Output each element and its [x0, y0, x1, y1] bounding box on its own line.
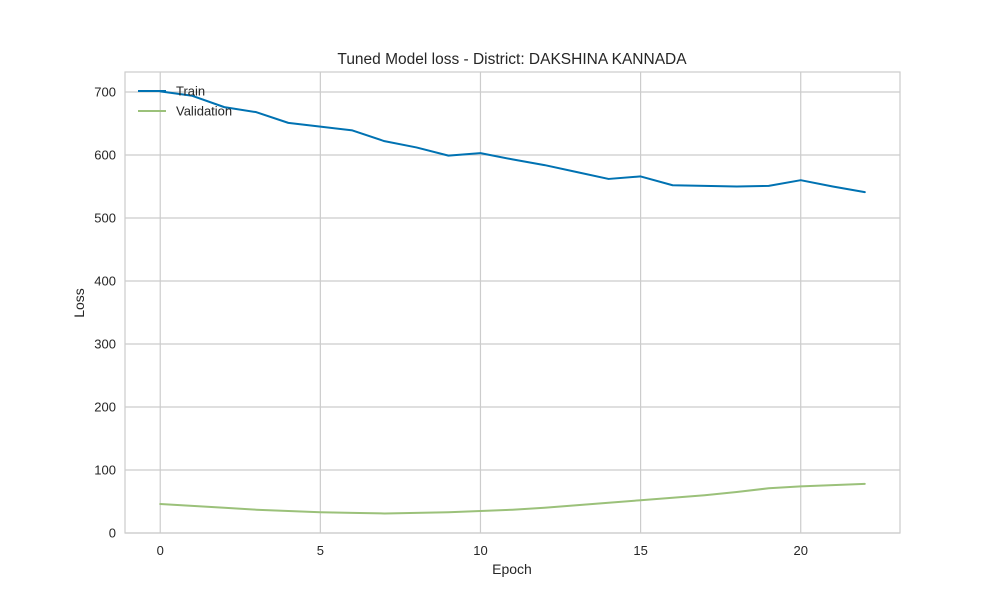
y-tick-label: 600 — [94, 148, 116, 163]
y-tick-label: 0 — [109, 526, 116, 541]
plot-frame — [124, 71, 901, 534]
series-layer — [159, 90, 866, 515]
x-axis-label: Epoch — [492, 561, 532, 577]
legend: Train Validation — [138, 84, 232, 119]
x-tick-label: 5 — [317, 543, 324, 558]
y-tick-label: 400 — [94, 274, 116, 289]
y-tick-label: 500 — [94, 211, 116, 226]
legend-label-validation: Validation — [176, 104, 232, 119]
chart-title: Tuned Model loss - District: DAKSHINA KA… — [337, 51, 687, 68]
x-tick-labels: 0 5 10 15 20 — [157, 543, 808, 558]
series-line-train — [159, 90, 866, 194]
y-tick-label: 300 — [94, 337, 116, 352]
legend-label-train: Train — [176, 84, 205, 99]
y-tick-label: 100 — [94, 463, 116, 478]
series-line-validation — [159, 482, 866, 515]
x-tick-label: 15 — [633, 543, 647, 558]
y-tick-labels: 0 100 200 300 400 500 600 700 — [94, 85, 116, 541]
y-tick-label: 700 — [94, 85, 116, 100]
y-tick-label: 200 — [94, 400, 116, 415]
y-axis-label: Loss — [71, 288, 87, 318]
x-tick-label: 0 — [157, 543, 164, 558]
plot-background — [125, 72, 900, 533]
x-tick-label: 10 — [473, 543, 487, 558]
x-tick-label: 20 — [793, 543, 807, 558]
